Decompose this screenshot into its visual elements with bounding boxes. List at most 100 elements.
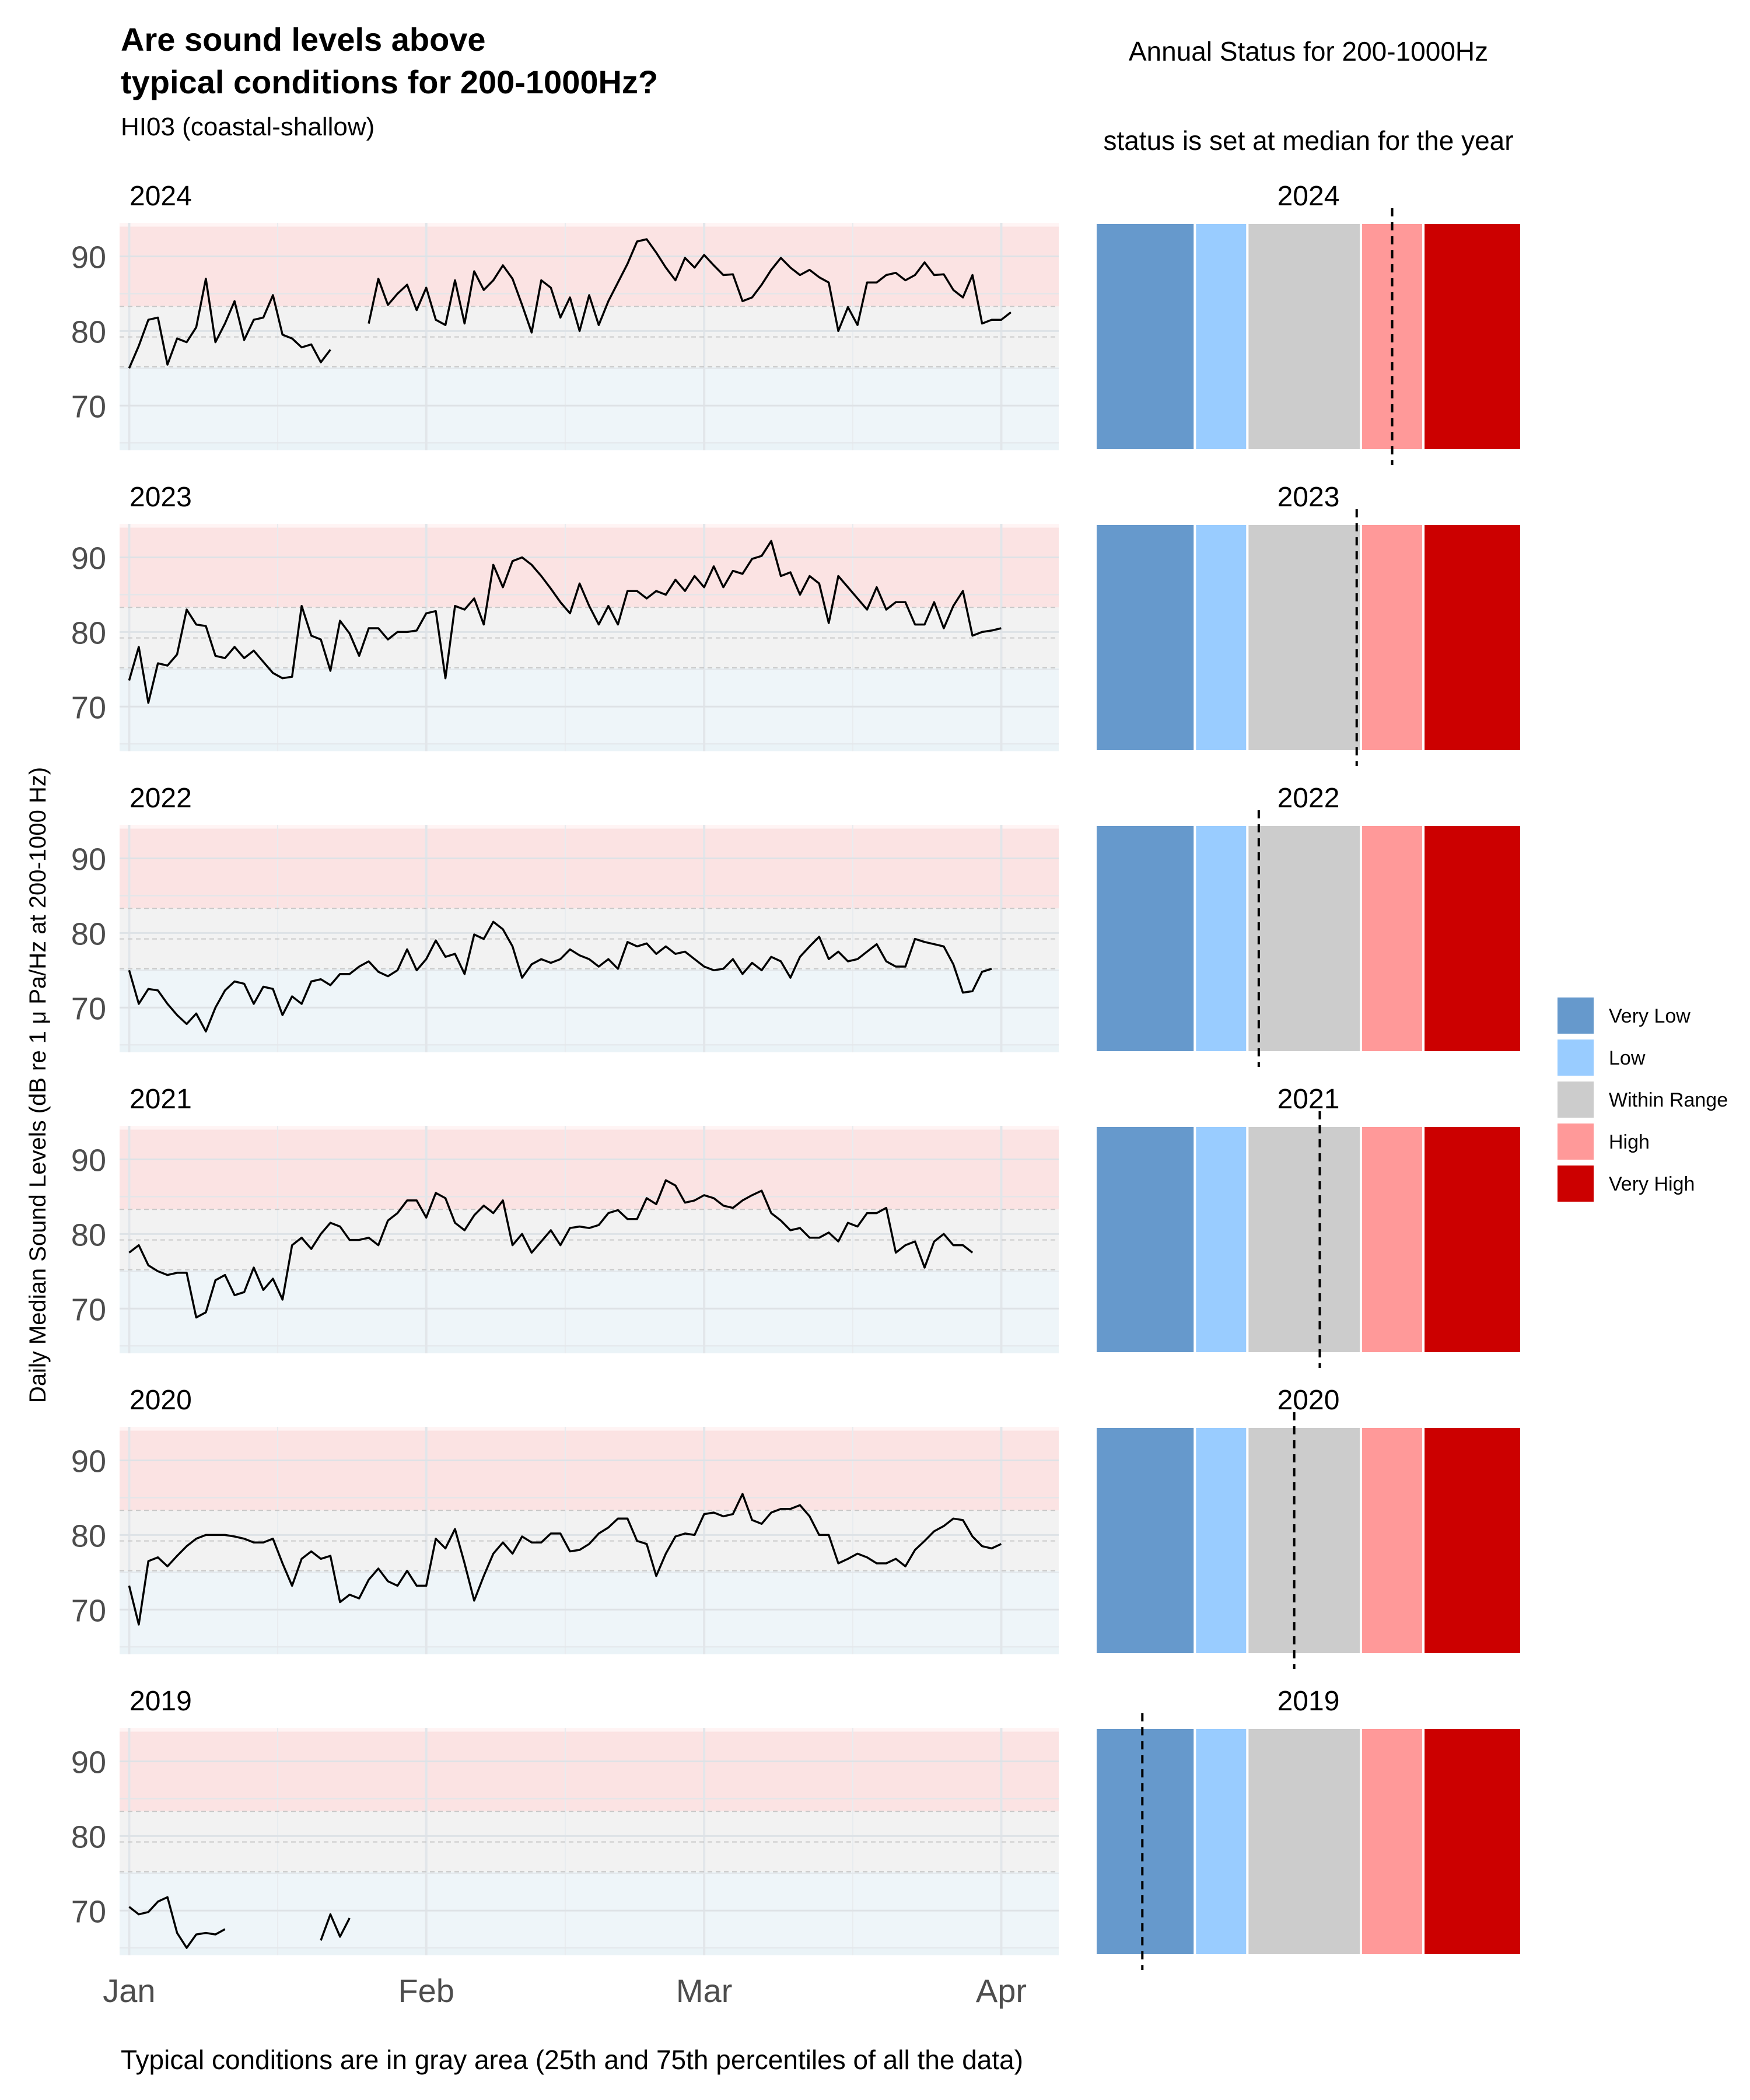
band-bottom: [120, 443, 1059, 450]
status-band-very-low: [1094, 1426, 1196, 1656]
y-axis-label: Daily Median Sound Levels (dB re 1 μ Pa/…: [25, 767, 51, 1403]
band-bottom: [120, 1647, 1059, 1654]
series-line-2024: [368, 238, 1012, 334]
status-bar-2023: 2023: [1094, 482, 1523, 766]
status-band-high: [1360, 824, 1425, 1054]
x-tick-label: Jan: [103, 1972, 155, 2009]
status-band-very-high: [1422, 824, 1523, 1054]
status-band-very-low: [1094, 1727, 1196, 1957]
status-panel-subtitle: status is set at median for the year: [1103, 125, 1513, 156]
chart-title-line2: typical conditions for 200-1000Hz?: [121, 64, 658, 100]
status-band-high: [1360, 1426, 1425, 1656]
y-tick-label: 90: [71, 1444, 106, 1479]
x-tick-label: Mar: [676, 1972, 732, 2009]
facet-panels: 2024708090202420237080902023202270809020…: [71, 181, 1523, 2009]
facet-panel-2023: 2023 70 80 90 2023: [71, 482, 1523, 766]
status-band-very-low: [1094, 222, 1196, 452]
series-line-2020: [128, 1493, 1002, 1626]
band-top: [120, 825, 1059, 829]
status-facet-label: 2019: [1278, 1686, 1340, 1717]
status-facet-label: 2022: [1278, 783, 1340, 814]
status-band-very-high: [1422, 1125, 1523, 1354]
status-band-very-low: [1094, 824, 1196, 1054]
status-band-very-low: [1094, 1125, 1196, 1354]
status-band-within-range: [1246, 1727, 1363, 1957]
x-tick-label: Feb: [398, 1972, 454, 2009]
status-panel-title: Annual Status for 200-1000Hz: [1129, 36, 1488, 66]
status-band-very-high: [1422, 523, 1523, 752]
caption: Typical conditions are in gray area (25t…: [121, 2045, 1023, 2075]
status-band-low: [1194, 222, 1249, 452]
status-band-low: [1194, 1426, 1249, 1656]
status-band-very-high: [1422, 222, 1523, 452]
y-tick-label: 90: [71, 541, 106, 576]
facet-label: 2023: [130, 482, 192, 513]
status-facet-label: 2020: [1278, 1385, 1340, 1416]
status-facet-label: 2023: [1278, 482, 1340, 513]
status-band-very-high: [1422, 1426, 1523, 1656]
legend-swatch: [1558, 1040, 1594, 1076]
y-tick-label: 90: [71, 842, 106, 877]
status-facet-label: 2024: [1278, 181, 1340, 212]
band-high: [120, 1129, 1059, 1210]
band-top: [120, 1427, 1059, 1431]
legend-label: High: [1609, 1131, 1650, 1153]
band-top: [120, 1728, 1059, 1732]
legend-label: Low: [1609, 1047, 1646, 1069]
facet-label: 2021: [130, 1084, 192, 1115]
y-tick-label: 80: [71, 1217, 106, 1252]
status-band-low: [1194, 1125, 1249, 1354]
band-bottom: [120, 1948, 1059, 1955]
band-high: [120, 1731, 1059, 1812]
chart-subtitle: HI03 (coastal-shallow): [121, 113, 374, 141]
y-tick-label: 80: [71, 615, 106, 650]
band-bottom: [120, 1346, 1059, 1353]
status-bar-2021: 2021: [1094, 1084, 1523, 1368]
status-bar-2019: 2019: [1094, 1686, 1523, 1970]
band-bottom: [120, 744, 1059, 751]
status-band-low: [1194, 824, 1249, 1054]
band-high: [120, 226, 1059, 307]
y-tick-label: 70: [71, 1593, 106, 1628]
y-tick-label: 70: [71, 690, 106, 725]
series-line-2021: [128, 1179, 974, 1319]
band-high: [120, 527, 1059, 608]
y-tick-label: 80: [71, 916, 106, 951]
status-bar-2024: 2024: [1094, 181, 1523, 465]
legend-swatch: [1558, 1124, 1594, 1160]
y-tick-label: 90: [71, 1745, 106, 1780]
y-tick-label: 70: [71, 1894, 106, 1929]
y-tick-label: 80: [71, 1518, 106, 1553]
y-tick-label: 70: [71, 991, 106, 1026]
legend-label: Very High: [1609, 1173, 1695, 1195]
legend: Very Low Low Within Range High Very High: [1558, 998, 1728, 1202]
series-line-2019: [128, 1896, 226, 1949]
status-band-high: [1360, 1727, 1425, 1957]
band-top: [120, 1126, 1059, 1130]
series-line-2019: [320, 1913, 351, 1941]
band-top: [120, 524, 1059, 528]
facet-label: 2024: [130, 181, 192, 212]
series-line-2024: [128, 278, 331, 369]
band-bottom: [120, 1045, 1059, 1052]
facet-panel-2024: 2024 70 80 90 2024: [71, 181, 1523, 465]
status-band-low: [1194, 523, 1249, 752]
legend-swatch: [1558, 998, 1594, 1034]
status-band-high: [1360, 1125, 1425, 1354]
band-high: [120, 1430, 1059, 1511]
status-band-within-range: [1246, 1125, 1363, 1354]
status-band-within-range: [1246, 222, 1363, 452]
status-bar-2022: 2022: [1094, 783, 1523, 1067]
legend-swatch: [1558, 1082, 1594, 1118]
series-line-2023: [128, 540, 1002, 704]
facet-label: 2019: [130, 1686, 192, 1717]
band-top: [120, 223, 1059, 227]
facet-panel-2019: 2019 70 80 90 2019: [71, 1686, 1523, 1970]
x-tick-label: Apr: [976, 1972, 1027, 2009]
facet-label: 2020: [130, 1385, 192, 1416]
chart-title-line1: Are sound levels above: [121, 21, 486, 58]
legend-swatch: [1558, 1166, 1594, 1202]
legend-label: Very Low: [1609, 1005, 1690, 1027]
facet-panel-2020: 2020 70 80 90 2020: [71, 1385, 1523, 1669]
